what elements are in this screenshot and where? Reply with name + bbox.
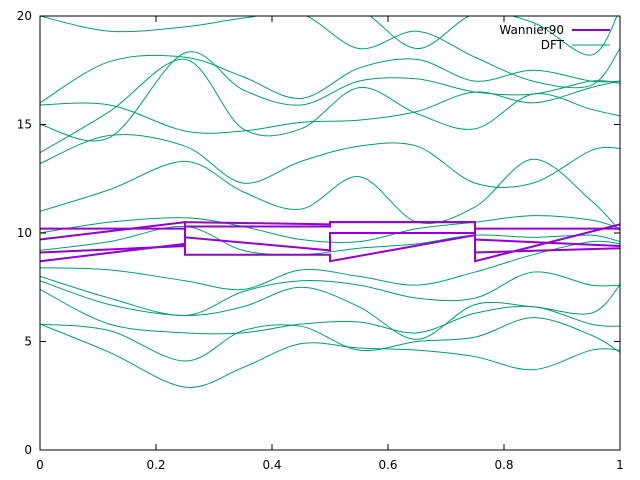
dft-band-13 [40,51,620,142]
dft-band-1 [40,323,620,388]
legend-label-wannier90: Wannier90 [499,23,564,37]
legend-label-dft: DFT [541,38,565,52]
x-tick-label: 0.4 [262,458,281,472]
y-tick-label: 5 [24,335,32,349]
dft-band-3 [40,288,620,335]
dft-band-7 [40,225,620,256]
y-tick-label: 20 [17,9,32,23]
x-tick-label: 0.8 [494,458,513,472]
dft-series [40,16,620,388]
y-tick-label: 10 [17,226,32,240]
x-tick-label: 1 [616,458,624,472]
y-tick-label: 0 [24,443,32,457]
x-axis: 0 0.2 0.4 0.6 0.8 1 [36,16,624,472]
wannier90-band-4 [40,221,620,230]
dft-band-12 [40,80,620,134]
x-tick-label: 0 [36,458,44,472]
y-tick-label: 15 [17,118,32,132]
dft-band-8 [40,215,620,243]
dft-band-14 [40,54,620,104]
dft-band-5 [40,271,620,316]
x-tick-label: 0.6 [378,458,397,472]
dft-band-4 [40,280,620,340]
dft-band-16 [369,16,618,56]
dft-band-10 [40,134,620,188]
wannier90-band-3 [40,221,620,252]
dft-band-15 [40,16,620,89]
wannier90-series [40,221,620,263]
dft-band-11 [40,58,620,154]
y-axis: 0 5 10 15 20 [17,9,620,457]
legend: Wannier90 DFT [499,23,610,52]
dft-band-9 [40,158,620,232]
dft-band-2 [40,317,620,362]
x-tick-label: 0.2 [146,458,165,472]
